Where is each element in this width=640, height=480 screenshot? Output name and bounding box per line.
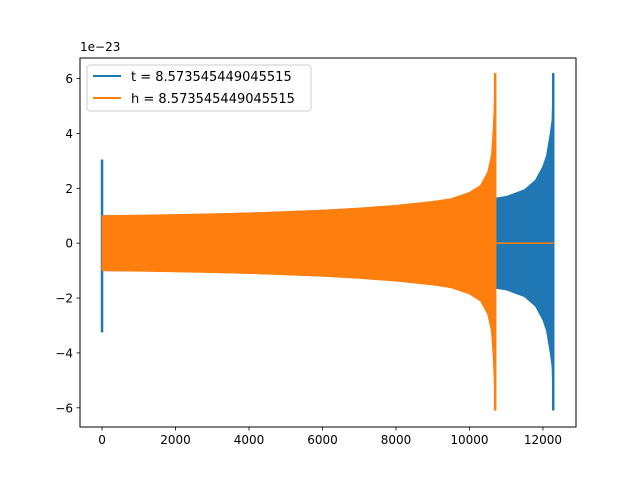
x-tick-label: 4000	[234, 433, 265, 447]
y-tick-label: −6	[55, 401, 73, 415]
y-tick-label: 2	[65, 182, 73, 196]
x-tick-label: 0	[98, 433, 106, 447]
y-tick-label: 6	[65, 72, 73, 86]
y-tick-label: 4	[65, 127, 73, 141]
y-offset-label: 1e−23	[80, 40, 120, 54]
legend-label: t = 8.573545449045515	[131, 70, 292, 85]
x-tick-label: 8000	[381, 433, 412, 447]
x-tick-label: 10000	[450, 433, 488, 447]
legend-box	[86, 64, 312, 112]
x-axis: 0 2000 4000 6000 8000 10000 12000	[98, 427, 562, 447]
plot-area	[100, 73, 555, 411]
legend: t = 8.573545449045515 h = 8.5735454490455…	[86, 64, 312, 112]
y-tick-label: 0	[65, 237, 73, 251]
x-tick-label: 2000	[160, 433, 191, 447]
x-tick-label: 12000	[524, 433, 562, 447]
series-h-envelope	[101, 73, 496, 411]
y-axis: −6 −4 −2 0 2 4 6	[55, 72, 80, 415]
axes-frame	[79, 57, 577, 428]
y-tick-label: −2	[55, 292, 73, 306]
y-tick-label: −4	[55, 346, 73, 360]
x-tick-label: 6000	[307, 433, 338, 447]
legend-label: h = 8.573545449045515	[131, 92, 295, 107]
